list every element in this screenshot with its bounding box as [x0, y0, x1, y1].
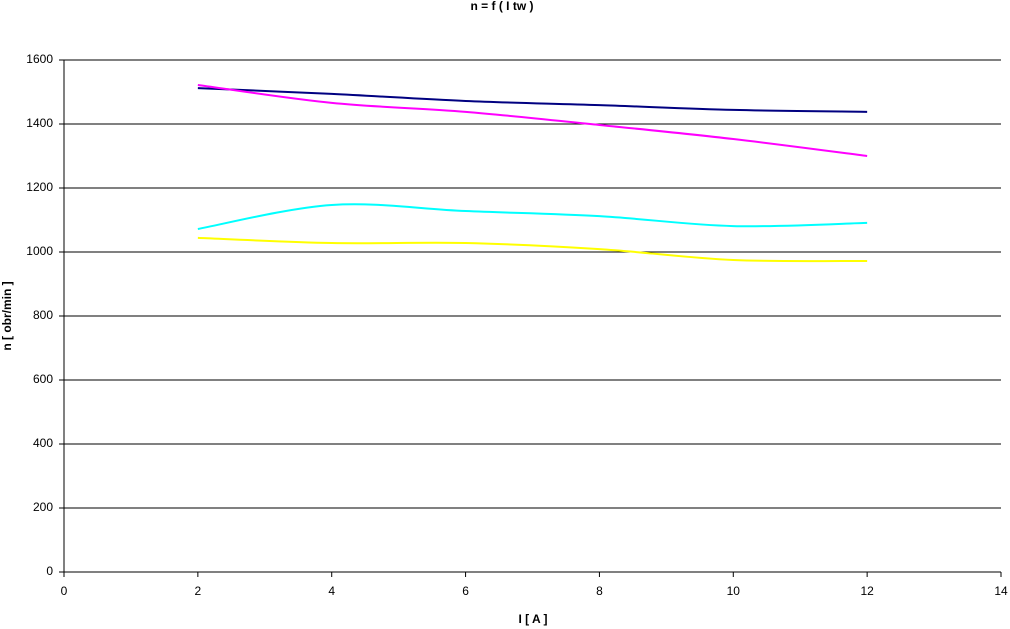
y-tick-label: 1600 — [26, 52, 53, 66]
y-tick-label: 1000 — [26, 244, 53, 258]
x-tick-label: 10 — [727, 584, 741, 598]
x-tick-label: 2 — [195, 584, 202, 598]
series-line — [197, 83, 868, 157]
series-line — [197, 87, 868, 113]
chart-title: n = f ( I tw ) — [471, 0, 534, 13]
x-tick-label: 12 — [860, 584, 874, 598]
x-tick-label: 8 — [596, 584, 603, 598]
y-tick-label: 1200 — [26, 180, 53, 194]
x-tick-label: 4 — [328, 584, 335, 598]
x-tick-label: 14 — [994, 584, 1008, 598]
y-tick-label: 200 — [33, 500, 53, 514]
y-tick-label: 800 — [33, 308, 53, 322]
y-tick-label: 1400 — [26, 116, 53, 130]
y-tick-label: 0 — [46, 564, 53, 578]
series-line — [197, 236, 868, 263]
x-tick-label: 0 — [61, 584, 68, 598]
y-axis-label: n [ obr/min ] — [0, 281, 14, 350]
x-tick-label: 6 — [462, 584, 469, 598]
x-axis-label: I [ A ] — [518, 612, 547, 626]
series-line — [197, 203, 868, 230]
y-tick-label: 600 — [33, 372, 53, 386]
y-tick-label: 400 — [33, 436, 53, 450]
